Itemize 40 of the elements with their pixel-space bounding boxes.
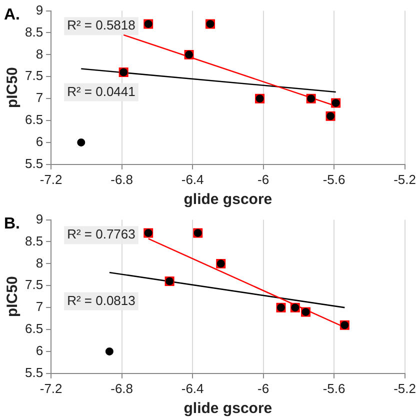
x-tick-label: -5.6 (322, 172, 346, 187)
annotation: R² = 0.0813 (67, 292, 136, 308)
x-tick-label: -6.4 (181, 380, 204, 396)
y-tick-label: 7 (36, 299, 44, 314)
point (105, 347, 114, 356)
x-axis-title: glide gscore (184, 400, 272, 418)
y-tick-label: 8.5 (24, 233, 44, 248)
x-tick-label: -7.2 (40, 380, 62, 396)
y-tick-label: 8 (36, 255, 44, 270)
y-tick-label: 5.5 (24, 364, 44, 380)
y-tick-label: 7.5 (24, 68, 44, 84)
annotation: R² = 0.0441 (67, 84, 136, 99)
x-tick-label: -7.2 (40, 172, 62, 187)
x-tick-label: -6 (258, 172, 270, 187)
chart-title: B. (4, 216, 20, 233)
y-tick-label: 6.5 (24, 321, 44, 336)
y-tick-label: 6.5 (24, 112, 44, 128)
y-axis-title: pIC50 (4, 67, 22, 108)
y-tick-label: 9 (36, 2, 44, 18)
y-tick-label: 8 (36, 46, 44, 62)
x-axis-title: glide gscore (184, 191, 272, 208)
x-tick-label: -6.8 (110, 172, 134, 187)
annotation: R² = 0.5818 (67, 18, 136, 33)
y-tick-label: 7.5 (24, 277, 44, 292)
chart-title: A. (4, 6, 20, 24)
y-tick-label: 9 (36, 211, 44, 226)
point (77, 138, 86, 146)
y-tick-label: 7 (36, 90, 44, 106)
annotation: R² = 0.7763 (67, 226, 136, 242)
y-tick-label: 8.5 (24, 24, 44, 40)
y-tick-label: 6 (36, 343, 44, 358)
x-tick-label: -6 (258, 380, 270, 396)
y-axis-title: pIC50 (4, 276, 22, 318)
x-tick-label: -5.2 (394, 172, 416, 187)
x-tick-label: -6.4 (181, 172, 204, 187)
x-tick-label: -5.6 (322, 380, 346, 396)
y-tick-label: 5.5 (24, 156, 44, 171)
x-tick-label: -5.2 (394, 380, 416, 396)
y-tick-label: 6 (36, 134, 44, 150)
x-tick-label: -6.8 (110, 380, 134, 396)
